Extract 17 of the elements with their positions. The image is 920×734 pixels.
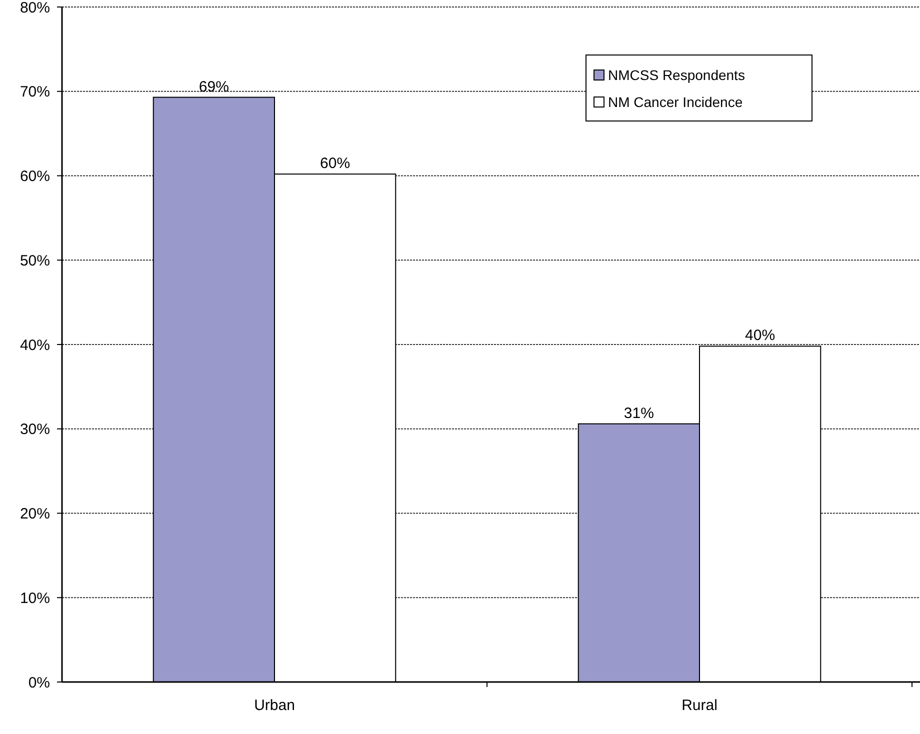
data-label: 69% bbox=[198, 78, 229, 96]
data-label: 40% bbox=[745, 327, 776, 344]
x-tick-label: Rural bbox=[682, 697, 718, 714]
legend-label: NMCSS Respondents bbox=[608, 66, 745, 83]
y-tick-label: 0% bbox=[28, 674, 50, 692]
legend-label: NM Cancer Incidence bbox=[608, 94, 743, 110]
y-tick-label: 10% bbox=[20, 590, 50, 607]
y-tick-label: 70% bbox=[20, 84, 50, 101]
data-label: 60% bbox=[320, 155, 350, 172]
x-tick-label: Urban bbox=[254, 697, 295, 714]
y-tick-label: 40% bbox=[20, 336, 50, 354]
y-tick-label: 50% bbox=[20, 252, 50, 270]
data-label: 31% bbox=[624, 404, 654, 422]
y-tick-label: 20% bbox=[20, 506, 50, 522]
y-tick-label: 60% bbox=[20, 168, 50, 185]
y-tick-label: 80% bbox=[20, 0, 50, 16]
y-tick-label: 30% bbox=[20, 421, 50, 438]
